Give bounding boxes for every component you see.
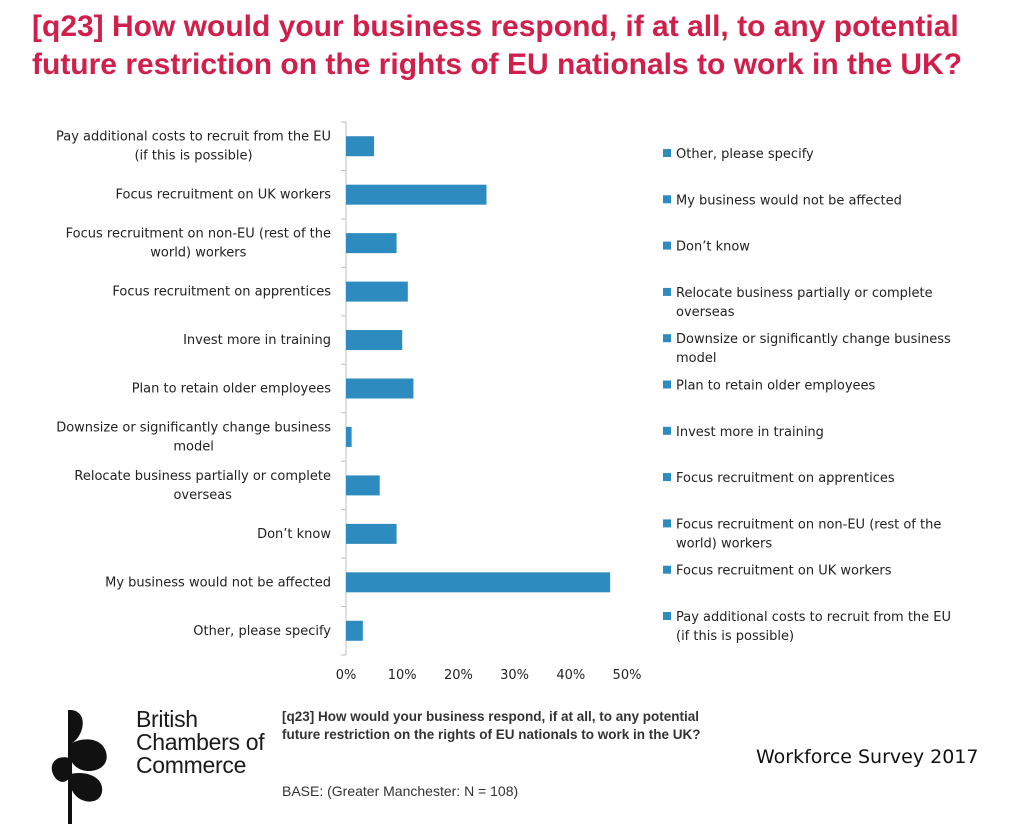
legend-label: Plan to retain older employees (676, 379, 876, 394)
x-tick-label: 0% (336, 668, 357, 683)
legend-swatch (663, 565, 671, 574)
bar (346, 572, 611, 593)
chart-axis (341, 121, 347, 656)
survey-name: Workforce Survey 2017 (756, 746, 979, 768)
bar (346, 330, 403, 351)
category-label: Focus recruitment on non-EU (rest of the (66, 227, 331, 242)
legend-label: Other, please specify (676, 147, 814, 162)
footer-base: BASE: (Greater Manchester: N = 108) (282, 783, 519, 799)
chart-bars (346, 136, 611, 641)
bar (346, 378, 414, 399)
category-label: model (173, 439, 213, 454)
category-label: Plan to retain older employees (132, 382, 332, 397)
bar (346, 426, 352, 447)
legend-label: Focus recruitment on apprentices (676, 471, 895, 486)
legend-label: Don’t know (676, 240, 750, 255)
category-label: Invest more in training (183, 333, 331, 348)
x-tick-label: 20% (444, 668, 473, 683)
bar (346, 475, 380, 496)
x-tick-label: 50% (613, 668, 642, 683)
legend-label: world) workers (676, 536, 772, 551)
bar (346, 233, 397, 254)
category-label: Pay additional costs to recruit from the… (56, 130, 331, 145)
category-label: overseas (173, 488, 232, 503)
legend-label: (if this is possible) (676, 629, 794, 644)
x-tick-label: 10% (388, 668, 417, 683)
bar (346, 136, 375, 157)
legend-swatch (663, 241, 671, 250)
bar-chart: Pay additional costs to recruit from the… (56, 121, 951, 683)
legend-swatch (663, 473, 671, 482)
category-label: Relocate business partially or complete (74, 469, 331, 484)
legend-label: My business would not be affected (676, 193, 902, 208)
page-title: [q23] How would your business respond, i… (32, 10, 963, 81)
category-label: Focus recruitment on UK workers (116, 188, 332, 203)
bar (346, 523, 397, 544)
chart-legend: Other, please specify My business would n… (663, 147, 951, 644)
bar (346, 184, 487, 205)
bcc-logo-icon (51, 710, 107, 824)
x-tick-label: 30% (500, 668, 529, 683)
legend-swatch (663, 195, 671, 204)
legend-swatch (663, 380, 671, 389)
legend-swatch (663, 519, 671, 528)
legend-label: Relocate business partially or complete (676, 286, 933, 301)
x-tick-label: 40% (556, 668, 585, 683)
chart-category-labels: Pay additional costs to recruit from the… (56, 130, 331, 639)
logo-line: Commerce (136, 752, 247, 778)
category-label: Don’t know (257, 527, 331, 542)
legend-swatch (663, 149, 671, 157)
category-label: Other, please specify (193, 624, 331, 639)
chart-tick-labels: 0% 10% 20% 30% 40% 50% (336, 668, 642, 683)
category-label: world) workers (150, 246, 246, 261)
legend-swatch (663, 287, 671, 296)
category-label: (if this is possible) (134, 149, 252, 164)
bar (346, 281, 408, 302)
legend-label: model (676, 351, 716, 366)
category-label: My business would not be affected (105, 575, 331, 590)
category-label: Focus recruitment on apprentices (112, 285, 331, 300)
legend-swatch (663, 612, 671, 620)
legend-swatch (663, 426, 671, 435)
category-label: Downsize or significantly change busines… (56, 420, 331, 435)
legend-label: Focus recruitment on UK workers (676, 564, 892, 579)
logo-line: British (136, 706, 198, 732)
bar (346, 620, 363, 641)
logo-line: Chambers of (136, 729, 265, 755)
legend-swatch (663, 334, 671, 343)
footer-question: [q23] How would your business respond, i… (282, 709, 701, 742)
legend-label: Focus recruitment on non-EU (rest of the (676, 517, 941, 532)
bcc-logo-text: British Chambers of Commerce (136, 706, 265, 778)
legend-label: overseas (676, 305, 735, 320)
legend-label: Pay additional costs to recruit from the… (676, 610, 951, 625)
legend-label: Downsize or significantly change busines… (676, 332, 951, 347)
legend-label: Invest more in training (676, 425, 824, 440)
